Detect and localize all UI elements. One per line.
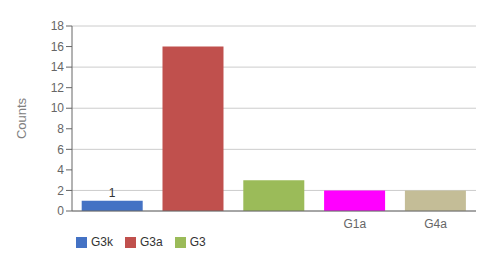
- svg-text:Counts: Counts: [14, 97, 29, 139]
- svg-text:14: 14: [51, 60, 65, 74]
- svg-text:G1a: G1a: [343, 217, 366, 231]
- svg-text:0: 0: [57, 204, 64, 218]
- svg-text:12: 12: [51, 81, 65, 95]
- svg-text:G4a: G4a: [424, 217, 447, 231]
- html-text:G3k: G3k: [91, 235, 113, 249]
- svg-text:4: 4: [57, 163, 64, 177]
- svg-text:8: 8: [57, 122, 64, 136]
- svg-text:1: 1: [109, 186, 116, 200]
- svg-text:10: 10: [51, 101, 65, 115]
- svg-text:2: 2: [57, 184, 64, 198]
- svg-text:6: 6: [57, 143, 64, 157]
- html-text:G3: G3: [189, 235, 206, 249]
- html-text:G3a: G3a: [140, 235, 163, 249]
- svg-text:16: 16: [51, 40, 65, 54]
- svg-text:18: 18: [51, 19, 65, 33]
